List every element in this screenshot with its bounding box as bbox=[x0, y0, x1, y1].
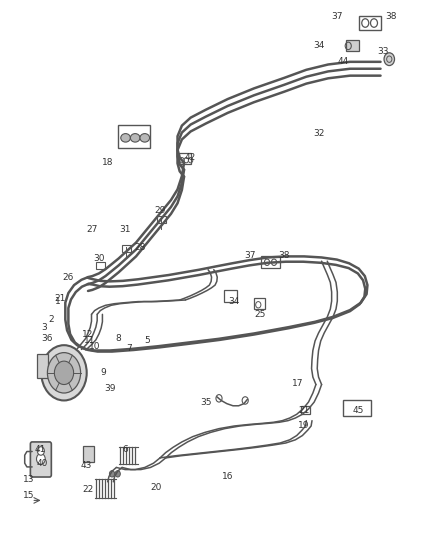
Text: 30: 30 bbox=[93, 254, 105, 263]
Bar bbox=[157, 216, 166, 223]
Circle shape bbox=[242, 397, 248, 404]
Circle shape bbox=[110, 471, 115, 477]
Text: 36: 36 bbox=[41, 334, 52, 343]
Text: 3: 3 bbox=[42, 323, 47, 332]
Bar bbox=[179, 153, 191, 165]
Bar bbox=[343, 400, 371, 416]
Circle shape bbox=[37, 447, 44, 455]
Text: 32: 32 bbox=[314, 129, 325, 138]
Bar bbox=[346, 39, 359, 51]
Text: 44: 44 bbox=[338, 58, 349, 66]
Bar bbox=[224, 290, 237, 302]
Bar bbox=[118, 125, 150, 149]
Text: 5: 5 bbox=[144, 336, 150, 345]
Text: 34: 34 bbox=[229, 296, 240, 305]
Text: 11: 11 bbox=[85, 336, 96, 345]
Text: 39: 39 bbox=[104, 384, 116, 393]
Text: 33: 33 bbox=[377, 47, 389, 55]
Text: 37: 37 bbox=[244, 252, 255, 260]
Text: 38: 38 bbox=[386, 12, 397, 21]
Text: 6: 6 bbox=[122, 446, 128, 455]
Text: 7: 7 bbox=[127, 344, 132, 353]
Circle shape bbox=[384, 53, 395, 66]
Bar bbox=[37, 354, 48, 378]
Text: 42: 42 bbox=[185, 153, 196, 162]
Text: 31: 31 bbox=[120, 225, 131, 234]
Text: 28: 28 bbox=[135, 244, 146, 253]
Ellipse shape bbox=[121, 134, 131, 142]
Text: 1: 1 bbox=[55, 296, 60, 305]
Circle shape bbox=[54, 361, 74, 384]
Text: 35: 35 bbox=[200, 398, 212, 407]
Text: 16: 16 bbox=[222, 472, 233, 481]
Ellipse shape bbox=[131, 134, 140, 142]
Text: 20: 20 bbox=[150, 482, 161, 491]
Bar bbox=[83, 446, 94, 462]
Text: 2: 2 bbox=[48, 315, 54, 324]
Bar bbox=[254, 298, 265, 309]
Circle shape bbox=[115, 471, 120, 477]
Text: 21: 21 bbox=[298, 406, 310, 415]
Text: 10: 10 bbox=[89, 342, 100, 351]
Ellipse shape bbox=[140, 134, 150, 142]
Text: 27: 27 bbox=[87, 225, 98, 234]
Text: 38: 38 bbox=[279, 252, 290, 260]
Text: 29: 29 bbox=[154, 206, 166, 215]
Text: 43: 43 bbox=[80, 462, 92, 470]
Text: 37: 37 bbox=[331, 12, 343, 21]
Text: 21: 21 bbox=[54, 294, 65, 303]
Circle shape bbox=[41, 345, 87, 400]
FancyBboxPatch shape bbox=[30, 442, 51, 477]
Text: 22: 22 bbox=[82, 485, 94, 494]
Bar bbox=[359, 15, 381, 30]
Bar bbox=[96, 262, 105, 269]
Text: 9: 9 bbox=[100, 368, 106, 377]
Text: 41: 41 bbox=[34, 446, 46, 455]
Text: 15: 15 bbox=[23, 490, 35, 499]
Text: 26: 26 bbox=[63, 273, 74, 281]
Circle shape bbox=[36, 454, 45, 464]
Circle shape bbox=[216, 394, 222, 402]
Text: 12: 12 bbox=[82, 330, 94, 339]
Bar bbox=[301, 406, 310, 414]
Bar bbox=[261, 256, 280, 268]
Text: 17: 17 bbox=[292, 379, 304, 388]
Text: 25: 25 bbox=[255, 310, 266, 319]
Text: 19: 19 bbox=[298, 422, 310, 431]
Bar bbox=[122, 245, 131, 252]
Text: 13: 13 bbox=[23, 475, 35, 483]
Text: 34: 34 bbox=[314, 42, 325, 51]
Text: 18: 18 bbox=[102, 158, 113, 167]
Circle shape bbox=[47, 353, 81, 393]
Text: 40: 40 bbox=[36, 459, 48, 467]
Text: 45: 45 bbox=[353, 406, 364, 415]
Text: 8: 8 bbox=[116, 334, 121, 343]
